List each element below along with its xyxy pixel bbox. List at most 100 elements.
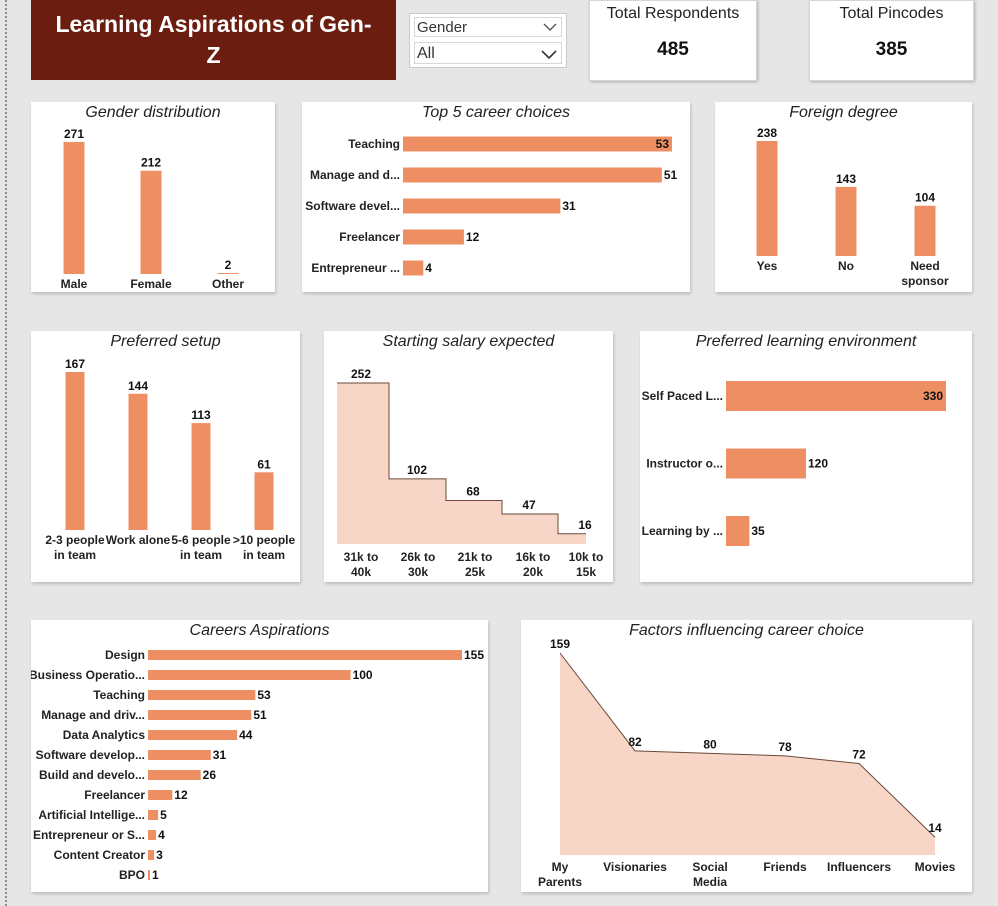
learning-environment-panel: Preferred learning environment Self Pace…	[640, 331, 972, 582]
chevron-down-icon[interactable]	[543, 21, 557, 33]
chart-title: Top 5 career choices	[422, 104, 570, 121]
chart-title: Preferred learning environment	[695, 333, 917, 350]
category-label: Manage and driv...	[41, 708, 145, 722]
category-label: Business Operatio...	[31, 668, 145, 682]
bar	[403, 198, 561, 214]
bar	[148, 870, 151, 880]
factors-chart: 159 My Parents 82 Visionaries 80 Social Media 78…	[538, 637, 956, 889]
category-label: Work alone	[106, 533, 171, 547]
data-label: 330	[923, 389, 943, 403]
category-label: Female	[130, 277, 172, 291]
data-label: 4	[158, 828, 165, 842]
slicer-label-text: Gender	[417, 19, 468, 36]
data-label: 14	[928, 821, 942, 835]
data-label: 100	[353, 668, 373, 682]
data-label: 144	[128, 379, 148, 393]
data-label: 31	[562, 199, 576, 213]
category-label: Instructor o...	[646, 457, 723, 471]
category-label: 21k to 25k	[458, 550, 493, 579]
bar	[403, 260, 424, 276]
area-fill	[337, 383, 586, 544]
category-label: 26k to 30k	[401, 550, 436, 579]
chart-title: Factors influencing career choice	[629, 622, 864, 639]
data-label: 113	[191, 408, 211, 422]
category-label: Build and develo...	[39, 768, 145, 782]
gender-distribution-panel: Gender distribution 271 Male 212 Female 2 Oth…	[31, 102, 275, 292]
bar	[148, 830, 157, 840]
bar	[148, 730, 238, 740]
data-label: 1	[152, 868, 159, 882]
category-label: Teaching	[348, 137, 400, 151]
data-label: 16	[578, 518, 592, 532]
chart-title: Preferred setup	[110, 333, 221, 350]
data-label: 78	[778, 740, 792, 754]
category-label: Teaching	[93, 688, 145, 702]
bar	[140, 170, 162, 274]
bar	[756, 141, 778, 256]
bar	[148, 710, 252, 720]
bar	[128, 393, 148, 530]
bar	[217, 273, 239, 274]
bar	[148, 670, 351, 680]
data-label: 252	[351, 367, 371, 381]
careers-aspirations-panel: Careers Aspirations Design 155 Business Op…	[31, 620, 488, 892]
category-label: Self Paced L...	[642, 389, 723, 403]
card-title: Total Respondents	[606, 5, 740, 22]
gender-slicer[interactable]: Gender All	[409, 13, 567, 68]
bar	[835, 186, 857, 256]
data-label: 61	[257, 457, 271, 471]
bar	[148, 690, 256, 700]
data-label: 102	[407, 463, 427, 477]
bar	[148, 790, 173, 800]
category-label: No	[838, 259, 854, 273]
data-label: 82	[628, 735, 642, 749]
bar	[403, 229, 464, 245]
category-label: Data Analytics	[63, 728, 146, 742]
data-label: 47	[522, 498, 536, 512]
data-label: 31	[213, 748, 227, 762]
data-label: 51	[253, 708, 267, 722]
data-label: 26	[203, 768, 217, 782]
category-label: BPO	[119, 868, 145, 882]
top5-chart: Teaching 53 Manage and d... 51 Software deve…	[305, 136, 678, 276]
data-label: 120	[808, 457, 828, 471]
category-label: 31k to 40k	[344, 550, 379, 579]
chart-title: Starting salary expected	[382, 333, 555, 350]
bar	[726, 516, 750, 546]
category-label: Influencers	[827, 860, 891, 874]
slicer-dropdown[interactable]: All	[414, 42, 562, 64]
data-label: 238	[757, 126, 777, 140]
learning-chart: Self Paced L... 330 Instructor o... 120 Lear…	[642, 381, 946, 546]
data-label: 104	[915, 191, 935, 205]
category-label: Entrepreneur ...	[311, 261, 400, 275]
area-fill	[560, 653, 935, 855]
slicer-label: Gender	[414, 17, 562, 37]
page-title: Learning Aspirations of Gen-Z	[55, 11, 372, 68]
card-title: Total Pincodes	[839, 5, 944, 22]
data-label: 159	[550, 637, 570, 651]
data-label: 2	[225, 258, 232, 272]
data-label: 4	[425, 261, 432, 275]
data-label: 12	[174, 788, 188, 802]
total-pincodes-card: Total Pincodes 385	[809, 0, 974, 81]
bar	[191, 423, 211, 530]
category-label: Male	[61, 277, 88, 291]
data-label: 5	[160, 808, 167, 822]
series-line	[559, 652, 936, 838]
bar	[63, 142, 85, 274]
data-label: 68	[466, 485, 480, 499]
bar	[65, 372, 85, 530]
setup-chart: 167 2-3 people in team 144 Work alone 113 5-6 …	[45, 357, 295, 562]
category-label: Other	[212, 277, 244, 291]
slicer-value: All	[417, 45, 435, 62]
category-label: 16k to 20k	[516, 550, 551, 579]
category-label: My Parents	[538, 860, 582, 889]
preferred-setup-panel: Preferred setup 167 2-3 people in team 144 W…	[31, 331, 300, 582]
category-label: Artificial Intellige...	[38, 808, 145, 822]
data-label: 212	[141, 156, 161, 170]
data-label: 3	[156, 848, 163, 862]
category-label: Yes	[757, 259, 778, 273]
chevron-down-icon[interactable]	[541, 47, 557, 61]
data-label: 80	[703, 737, 717, 751]
page-left-border	[0, 0, 7, 906]
